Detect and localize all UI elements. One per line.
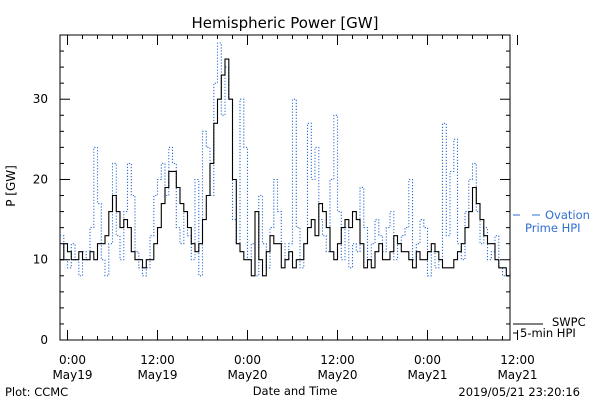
- legend-ovation: Ovation Prime HPI: [513, 208, 590, 235]
- legend-swpc-line1: SWPC: [552, 315, 586, 329]
- y-axis-label: P [GW]: [4, 165, 18, 207]
- x-tick-time-label: 12:00: [500, 353, 535, 367]
- x-tick-date-label: May20: [227, 368, 267, 382]
- plot-timestamp: 2019/05/21 23:20:16: [458, 385, 580, 399]
- plot-frame: [59, 34, 511, 341]
- legend-swpc-line2: 5-min HPI: [520, 326, 576, 340]
- x-tick-time-label: 12:00: [320, 353, 355, 367]
- x-axis-ticks: 0:00May1912:00May190:00May2012:00May200:…: [52, 35, 538, 382]
- legend-ovation-line1: Ovation: [545, 208, 590, 222]
- y-axis-ticks: 0 10 20 30: [33, 50, 510, 347]
- plot-credit: Plot: CCMC: [5, 385, 68, 399]
- legend-ovation-line2: Prime HPI: [525, 221, 581, 235]
- series-line-ovation: [60, 42, 510, 277]
- x-tick-date-label: May19: [137, 368, 177, 382]
- y-tick-label: 0: [40, 333, 48, 347]
- y-tick-label: 20: [33, 172, 48, 186]
- series-layer: [60, 42, 510, 277]
- x-tick-date-label: May20: [317, 368, 357, 382]
- y-tick-label: 30: [33, 92, 48, 106]
- x-tick-date-label: May19: [52, 368, 92, 382]
- x-tick-time-label: 0:00: [414, 353, 441, 367]
- chart-title: Hemispheric Power [GW]: [192, 14, 379, 32]
- y-tick-label: 10: [33, 253, 48, 267]
- x-tick-date-label: May21: [407, 368, 447, 382]
- x-axis-label: Date and Time: [253, 384, 338, 398]
- x-tick-time-label: 12:00: [140, 353, 175, 367]
- x-tick-time-label: 0:00: [59, 353, 86, 367]
- series-line-swpc: [60, 58, 510, 277]
- x-tick-date-label: May21: [497, 368, 537, 382]
- x-tick-time-label: 0:00: [234, 353, 261, 367]
- legend-swpc: SWPC 5-min HPI: [513, 315, 586, 340]
